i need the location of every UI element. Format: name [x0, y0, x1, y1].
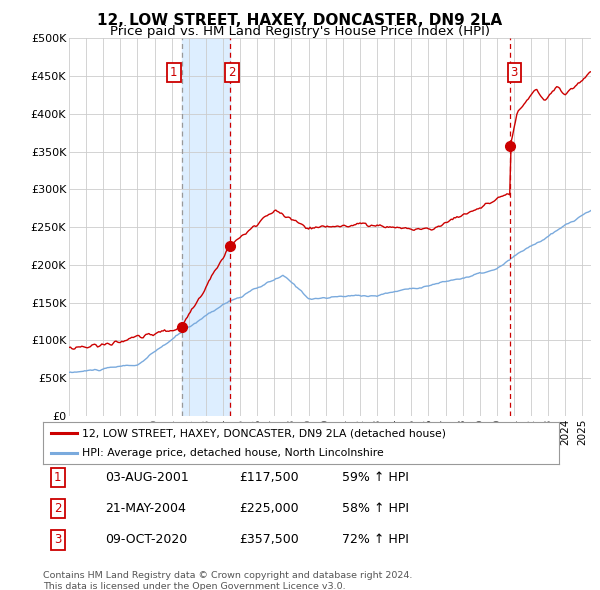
Text: £357,500: £357,500 — [239, 533, 299, 546]
Text: £117,500: £117,500 — [239, 471, 299, 484]
Text: 12, LOW STREET, HAXEY, DONCASTER, DN9 2LA: 12, LOW STREET, HAXEY, DONCASTER, DN9 2L… — [97, 13, 503, 28]
Text: 21-MAY-2004: 21-MAY-2004 — [105, 502, 186, 515]
Text: HPI: Average price, detached house, North Lincolnshire: HPI: Average price, detached house, Nort… — [82, 448, 383, 458]
Text: £225,000: £225,000 — [239, 502, 299, 515]
Text: 58% ↑ HPI: 58% ↑ HPI — [343, 502, 409, 515]
Text: 09-OCT-2020: 09-OCT-2020 — [105, 533, 187, 546]
Text: Price paid vs. HM Land Registry's House Price Index (HPI): Price paid vs. HM Land Registry's House … — [110, 25, 490, 38]
Text: 3: 3 — [511, 66, 518, 79]
Text: 03-AUG-2001: 03-AUG-2001 — [105, 471, 189, 484]
Bar — [182, 38, 230, 416]
Text: 2: 2 — [229, 66, 236, 79]
Text: 3: 3 — [54, 533, 61, 546]
Text: Contains HM Land Registry data © Crown copyright and database right 2024.
This d: Contains HM Land Registry data © Crown c… — [43, 571, 413, 590]
Text: 1: 1 — [170, 66, 178, 79]
Text: 2: 2 — [54, 502, 61, 515]
Text: 1: 1 — [54, 471, 61, 484]
Text: 72% ↑ HPI: 72% ↑ HPI — [343, 533, 409, 546]
Text: 59% ↑ HPI: 59% ↑ HPI — [343, 471, 409, 484]
Text: 12, LOW STREET, HAXEY, DONCASTER, DN9 2LA (detached house): 12, LOW STREET, HAXEY, DONCASTER, DN9 2L… — [82, 428, 446, 438]
